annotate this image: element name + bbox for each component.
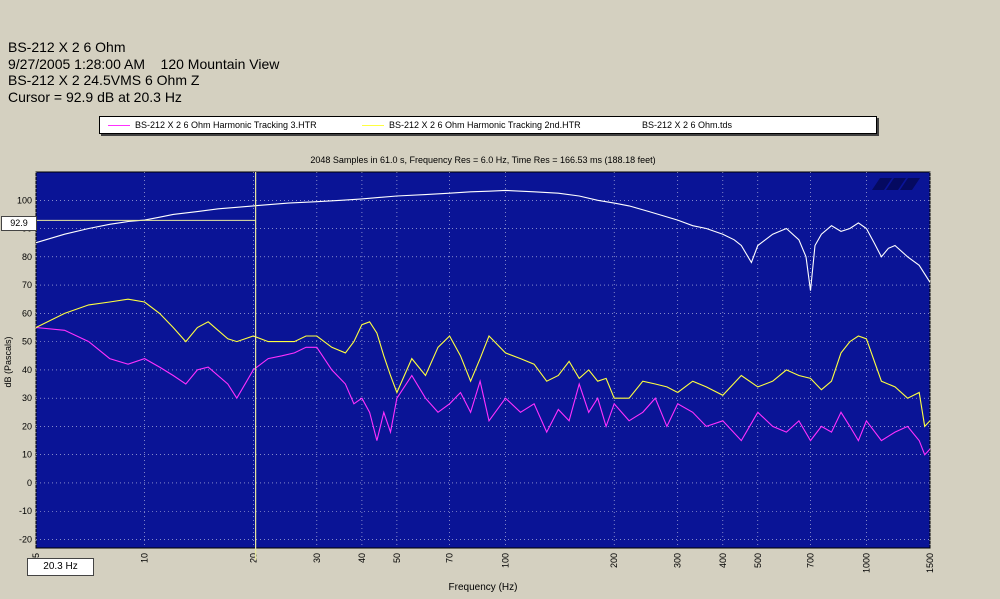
y-tick-label: -10 [19, 506, 32, 516]
x-tick-label: 10 [140, 553, 150, 563]
series-group [35, 189, 931, 456]
legend-item-tds[interactable]: BS-212 X 2 6 Ohm.tds [615, 119, 732, 131]
legend-label: BS-212 X 2 6 Ohm.tds [642, 120, 733, 130]
x-tick-label: 30 [312, 553, 322, 563]
logo-shape [872, 178, 920, 190]
series-line-0 [35, 326, 931, 456]
cursor-readout: Cursor = 92.9 dB at 20.3 Hz [8, 88, 182, 105]
legend-label: BS-212 X 2 6 Ohm Harmonic Tracking 3.HTR [135, 120, 317, 130]
x-tick-label: 300 [673, 553, 683, 568]
grid-lines [35, 172, 931, 548]
legend-label: BS-212 X 2 6 Ohm Harmonic Tracking 2nd.H… [389, 120, 581, 130]
legend-item-harmonic-2nd[interactable]: BS-212 X 2 6 Ohm Harmonic Tracking 2nd.H… [362, 119, 581, 131]
x-tick-label: 50 [392, 553, 402, 563]
x-tick-label: 1500 [925, 553, 935, 573]
cursor-db-box: 92.9 [1, 216, 37, 231]
series-line-1 [35, 298, 931, 428]
y-tick-label: 100 [17, 195, 32, 205]
x-tick-label: 200 [609, 553, 619, 568]
x-tick-label: 400 [718, 553, 728, 568]
x-tick-label: 5 [31, 553, 41, 558]
x-tick-label: 20 [248, 553, 258, 563]
y-tick-label: 80 [22, 252, 32, 262]
y-tick-label: 10 [22, 450, 32, 460]
y-tick-label: 40 [22, 365, 32, 375]
cursor-freq-box: 20.3 Hz [27, 558, 94, 576]
legend-swatch [362, 125, 384, 127]
x-tick-label: 40 [357, 553, 367, 563]
x-tick-label: 70 [445, 553, 455, 563]
legend-item-harmonic-3rd[interactable]: BS-212 X 2 6 Ohm Harmonic Tracking 3.HTR [108, 119, 317, 131]
legend-swatch [615, 125, 637, 127]
x-tick-label: 1000 [861, 553, 871, 573]
y-tick-label: 30 [22, 393, 32, 403]
file-header: BS-212 X 2 6 Ohm 9/27/2005 1:28:00 AM 12… [8, 39, 279, 105]
logo-icon [872, 178, 920, 190]
x-tick-label: 700 [806, 553, 816, 568]
y-axis-label: dB (Pascals) [3, 336, 13, 387]
header-line-3: BS-212 X 2 24.5VMS 6 Ohm Z [8, 72, 200, 88]
x-tick-label: 500 [753, 553, 763, 568]
series-line-2 [35, 189, 931, 291]
y-tick-label: -20 [19, 535, 32, 545]
y-tick-label: 70 [22, 280, 32, 290]
chart-title: 2048 Samples in 61.0 s, Frequency Res = … [310, 155, 655, 165]
header-line-1: BS-212 X 2 6 Ohm [8, 39, 126, 55]
x-axis-label: Frequency (Hz) [449, 582, 518, 593]
chart-legend: BS-212 X 2 6 Ohm Harmonic Tracking 3.HTR… [99, 116, 877, 134]
legend-swatch [108, 125, 130, 127]
y-tick-label: 50 [22, 337, 32, 347]
y-tick-label: 20 [22, 421, 32, 431]
axis-ticks: -20-100102030405060708090100510203040507… [17, 195, 935, 573]
y-tick-label: 60 [22, 308, 32, 318]
y-tick-label: 0 [27, 478, 32, 488]
plot-area[interactable] [35, 171, 931, 549]
header-line-2: 9/27/2005 1:28:00 AM 120 Mountain View [8, 55, 280, 72]
x-tick-label: 100 [501, 553, 511, 568]
